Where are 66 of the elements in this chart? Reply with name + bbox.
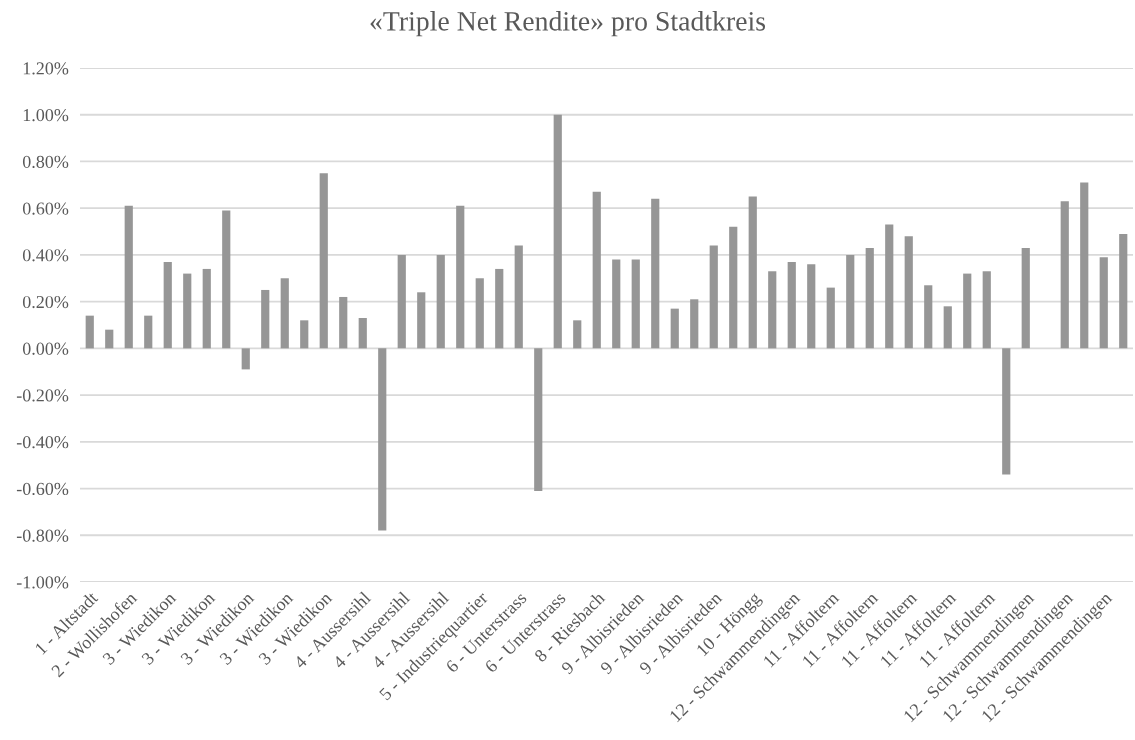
bar [163, 261, 172, 349]
bar [456, 205, 465, 349]
chart-title: «Triple Net Rendite» pro Stadtkreis [370, 11, 766, 37]
bar [1080, 182, 1089, 349]
bar [1021, 247, 1030, 349]
bar [904, 236, 913, 349]
bar [846, 254, 855, 349]
bar [651, 198, 660, 349]
bar [202, 268, 211, 349]
bar [768, 271, 777, 349]
y-tick-label: 0.60% [22, 202, 69, 215]
bar [787, 261, 796, 349]
bar [1099, 257, 1108, 349]
bar [826, 287, 835, 349]
bar [670, 308, 679, 349]
bar [397, 254, 406, 349]
bar [183, 273, 192, 349]
bar [592, 191, 601, 349]
bar [748, 196, 757, 349]
bar [1002, 348, 1011, 475]
bar [339, 296, 348, 349]
bar [358, 317, 367, 349]
bar [553, 114, 562, 349]
bar [514, 245, 523, 349]
bar [436, 254, 445, 349]
bar [261, 289, 270, 349]
bar [378, 348, 387, 531]
bar [982, 271, 991, 349]
bar [612, 259, 621, 349]
bar [319, 173, 328, 349]
bar [144, 315, 153, 349]
bar [631, 259, 640, 349]
bar [690, 299, 699, 349]
bar [300, 320, 309, 349]
bar [963, 273, 972, 349]
y-tick-label: 0.20% [22, 295, 69, 309]
bar [85, 315, 94, 349]
bar [807, 264, 816, 349]
bar [241, 348, 250, 370]
bar [729, 226, 738, 349]
y-tick-label: 1.00% [23, 108, 69, 122]
bar [885, 224, 894, 349]
bar [573, 320, 582, 349]
bar [534, 348, 543, 491]
y-tick-label: -0.40% [16, 436, 69, 449]
bar [417, 292, 426, 349]
bar [943, 306, 952, 349]
y-tick-label: -0.60% [16, 482, 69, 496]
bar [475, 278, 484, 349]
y-tick-label: 0.80% [22, 155, 69, 168]
bar [222, 210, 231, 349]
bar [865, 247, 874, 349]
bar [124, 205, 133, 349]
y-tick-label: 1.20% [23, 62, 69, 75]
bar [495, 268, 504, 349]
y-tick-label: 0.00% [22, 342, 69, 355]
bar [1119, 233, 1128, 349]
y-tick-label: 0.40% [22, 249, 69, 262]
bar [280, 278, 289, 349]
bar [709, 245, 718, 349]
bar [1060, 201, 1069, 349]
bar [105, 329, 114, 349]
y-tick-label: -0.80% [16, 529, 69, 542]
y-tick-label: -0.20% [16, 389, 69, 402]
y-tick-label: -1.00% [16, 576, 69, 589]
bar [924, 285, 933, 349]
